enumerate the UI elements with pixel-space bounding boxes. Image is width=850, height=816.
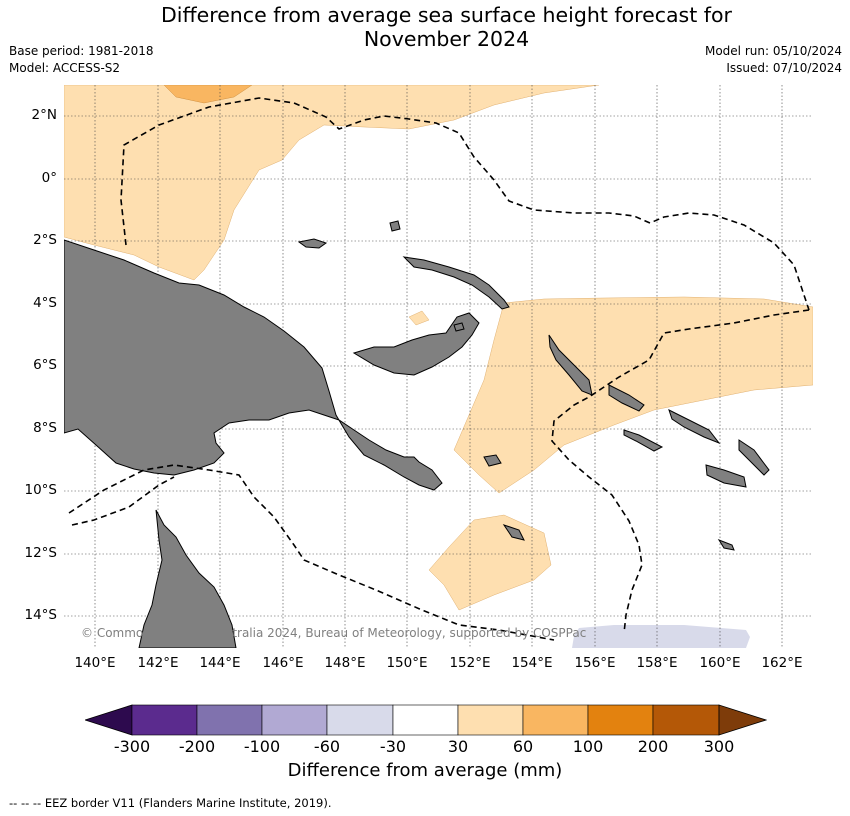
land-manus xyxy=(297,238,328,249)
lat-label-8S: 8°S xyxy=(33,420,57,436)
colorbar-tick-5: 30 xyxy=(447,737,469,756)
land-small-2 xyxy=(483,454,502,467)
map-title: Difference from average sea surface heig… xyxy=(0,3,850,51)
colorbar-extend-max xyxy=(718,704,768,736)
model-name: Model: ACCESS-S2 xyxy=(9,61,121,75)
land-solomon-5 xyxy=(738,439,770,476)
meta-right: Model run: 05/10/2024 Issued: 07/10/2024 xyxy=(705,43,842,77)
colorbar xyxy=(83,704,768,740)
lon-label-152E: 152°E xyxy=(449,655,491,671)
colorbar-tick-4: -30 xyxy=(379,737,407,756)
land-solomon-3 xyxy=(623,429,664,452)
lon-label-150E: 150°E xyxy=(386,655,428,671)
anomaly-region-east xyxy=(453,296,813,494)
colorbar-bin-5 xyxy=(457,704,524,736)
colorbar-bin-4 xyxy=(392,704,459,736)
colorbar-tick-2: -100 xyxy=(243,737,281,756)
land-solomon-4 xyxy=(705,464,747,488)
lon-label-140E: 140°E xyxy=(74,655,116,671)
eez-border xyxy=(68,97,810,641)
issued-date: Issued: 07/10/2024 xyxy=(726,61,842,75)
land-new-ireland xyxy=(402,256,510,310)
copyright-notice: © Commonwealth of Australia 2024, Bureau… xyxy=(81,626,586,640)
colorbar-tick-8: 200 xyxy=(637,737,669,756)
land-new-guinea xyxy=(64,239,443,491)
anomaly-region-top xyxy=(163,85,253,104)
land-small-4 xyxy=(717,538,735,551)
lat-label-0: 0° xyxy=(41,170,57,186)
anomaly-region-negative xyxy=(572,625,750,648)
lat-label-14S: 14°S xyxy=(24,607,58,623)
lat-label-4S: 4°S xyxy=(33,295,57,311)
land-solomon-1 xyxy=(608,384,645,412)
land-solomon-2 xyxy=(668,409,721,445)
lat-label-6S: 6°S xyxy=(33,357,57,373)
colorbar-label: Difference from average (mm) xyxy=(287,760,563,781)
title-line-1: Difference from average sea surface heig… xyxy=(161,3,732,27)
lat-label-12S: 12°S xyxy=(24,545,58,561)
land-new-britain xyxy=(352,312,480,376)
model-run: Model run: 05/10/2024 xyxy=(704,44,842,58)
colorbar-bin-7 xyxy=(587,704,654,736)
lon-label-158E: 158°E xyxy=(636,655,678,671)
colorbar-extend-min xyxy=(83,704,133,736)
colorbar-bin-1 xyxy=(196,704,263,736)
colorbar-bin-6 xyxy=(522,704,589,736)
title-line-2: November 2024 xyxy=(363,27,530,51)
colorbar-bin-0 xyxy=(131,704,198,736)
colorbar-bin-3 xyxy=(326,704,394,736)
lon-label-142E: 142°E xyxy=(137,655,179,671)
colorbar-tick-3: -60 xyxy=(313,737,341,756)
colorbar-tick-9: 300 xyxy=(703,737,735,756)
lat-label-10S: 10°S xyxy=(24,482,58,498)
land xyxy=(64,220,770,648)
anomaly-region-small xyxy=(408,310,430,326)
land-small-3 xyxy=(502,524,525,541)
land-cape-york xyxy=(138,509,237,648)
lon-label-162E: 162°E xyxy=(761,655,803,671)
land-bougainville xyxy=(548,334,593,396)
land-small-5 xyxy=(453,322,465,332)
colorbar-tick-6: 60 xyxy=(512,737,534,756)
lon-label-144E: 144°E xyxy=(199,655,241,671)
colorbar-svg xyxy=(83,704,768,736)
lon-label-160E: 160°E xyxy=(699,655,741,671)
colorbar-tick-1: -200 xyxy=(178,737,216,756)
colorbar-tick-7: 100 xyxy=(572,737,604,756)
base-period: Base period: 1981-2018 xyxy=(9,44,154,58)
eez-legend-footer: -- -- -- EEZ border V11 (Flanders Marine… xyxy=(9,796,332,810)
meta-left: Base period: 1981-2018 Model: ACCESS-S2 xyxy=(9,43,154,77)
colorbar-tick-0: -300 xyxy=(113,737,151,756)
map-svg: © Commonwealth of Australia 2024, Bureau… xyxy=(64,85,813,648)
map-panel: © Commonwealth of Australia 2024, Bureau… xyxy=(64,85,813,648)
lon-label-154E: 154°E xyxy=(511,655,553,671)
colorbar-bin-2 xyxy=(261,704,328,736)
lon-label-146E: 146°E xyxy=(262,655,304,671)
lon-label-156E: 156°E xyxy=(574,655,616,671)
lat-label-2N: 2°N xyxy=(31,107,57,123)
lat-label-2S: 2°S xyxy=(33,232,57,248)
lon-label-148E: 148°E xyxy=(324,655,366,671)
land-small-1 xyxy=(389,220,401,232)
anomaly-region-west xyxy=(64,85,600,281)
colorbar-bin-8 xyxy=(652,704,720,736)
